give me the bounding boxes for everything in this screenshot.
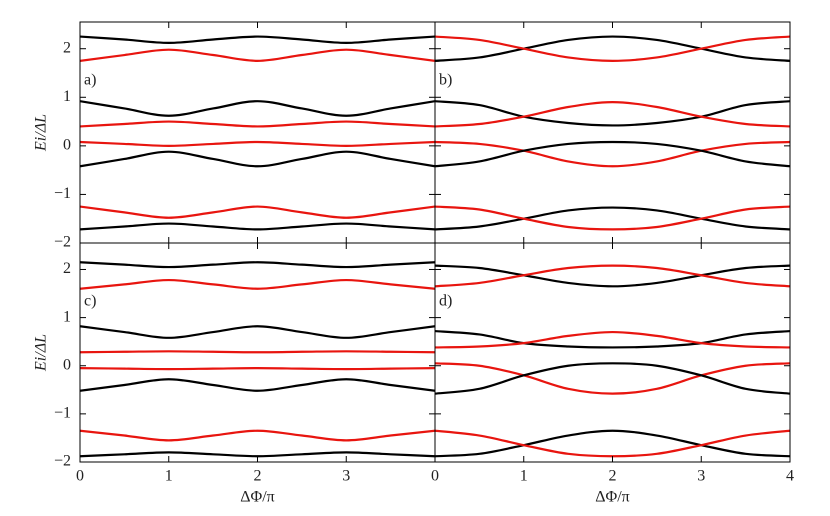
panel-label: b) [439,72,452,89]
frame [434,242,791,463]
curve [80,378,435,392]
curve [80,451,435,458]
curve [80,205,435,219]
curve [80,367,435,371]
x-tick-label: 0 [76,468,84,485]
y-tick-label: 1 [63,308,71,325]
x-axis-label: ΔΦ/π [595,489,630,506]
curve [80,150,435,168]
curve [435,329,790,349]
curve [435,205,790,231]
x-tick-label: 2 [254,468,262,485]
curve [435,35,790,62]
curve [435,264,790,288]
y-tick-label: 2 [63,39,71,56]
y-tick-label: 0 [63,356,71,373]
y-tick-label: −2 [54,234,71,251]
x-axis-label: ΔΦ/π [240,489,275,506]
y-tick-label: 0 [63,137,71,154]
y-tick-label: −1 [54,405,71,422]
x-tick-label: 1 [520,468,528,485]
panel-label: c) [84,293,96,310]
x-tick-label: 3 [342,468,350,485]
panel-label: a) [84,72,96,89]
y-tick-label: 1 [63,88,71,105]
y-tick-label: −1 [54,185,71,202]
x-tick-label: 3 [697,468,705,485]
curve [80,429,435,442]
x-tick-label: 1 [165,468,173,485]
y-tick-label: 2 [63,260,71,277]
curve [435,35,790,62]
x-tick-label: 2 [609,468,617,485]
panel-label: d) [439,293,452,310]
curve [80,120,435,128]
y-tick-label: −2 [54,453,71,470]
curve [435,140,790,168]
curve [435,264,790,288]
frame [79,21,436,244]
curve [435,330,790,349]
curve [80,350,435,354]
curve [80,48,435,62]
curve [80,100,435,117]
x-tick-label: 4 [786,468,794,485]
curve [80,140,435,147]
curve [435,362,790,395]
curve [435,362,790,395]
curve [435,140,790,168]
curve [80,278,435,290]
curve [435,101,790,128]
curve [80,325,435,339]
curve [80,222,435,231]
y-axis-label: Ei/ΔL [33,334,50,372]
y-axis-label: Ei/ΔL [33,114,50,152]
curve [80,261,435,269]
x-tick-label: 0 [431,468,439,485]
curve [80,35,435,44]
curve [435,100,790,127]
curve [435,206,790,231]
curve [435,429,790,458]
